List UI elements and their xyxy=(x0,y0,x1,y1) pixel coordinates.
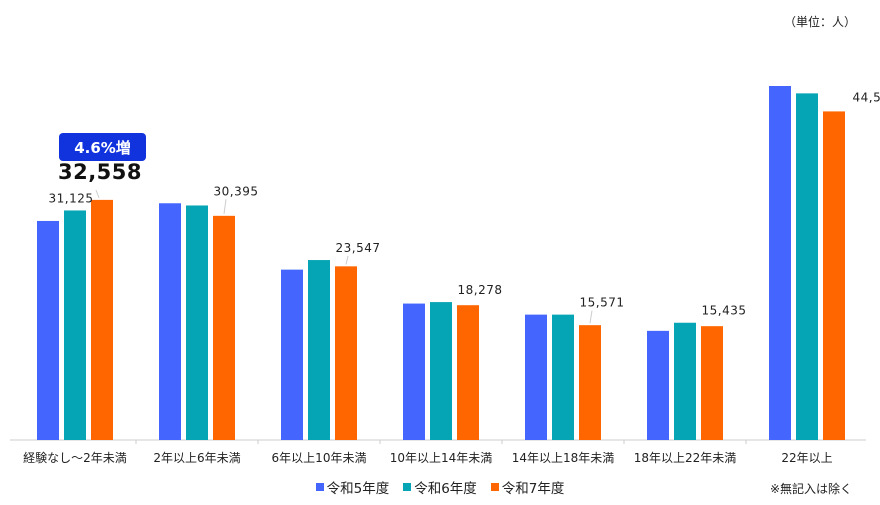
unit-label: （単位：人） xyxy=(783,15,856,29)
bar-2-5 xyxy=(552,314,574,440)
category-label: 6年以上10年未満 xyxy=(272,451,367,465)
bar-3-1 xyxy=(91,199,113,440)
footnote: ※無記入は除く xyxy=(769,482,852,496)
increase-badge: 4.6%増 xyxy=(59,133,146,161)
category-label: 2年以上6年未満 xyxy=(153,451,240,465)
data-label: 15,571 xyxy=(580,296,625,310)
legend-label-series3: 令和7年度 xyxy=(501,481,565,497)
bar-3-3 xyxy=(335,266,357,440)
data-label: 31,125 xyxy=(49,191,94,205)
bar-1-4 xyxy=(403,303,425,440)
leader-line xyxy=(589,310,593,324)
bar-1-2 xyxy=(159,203,181,440)
bar-3-2 xyxy=(213,215,235,440)
bar-1-6 xyxy=(647,330,669,440)
data-label: 15,435 xyxy=(702,304,747,318)
legend-item-series3: 令和7年度 xyxy=(490,477,565,497)
bar-1-5 xyxy=(525,314,547,440)
category-label: 22年以上 xyxy=(781,451,832,465)
data-label: 44,554 xyxy=(853,90,880,104)
bar-1-7 xyxy=(769,86,791,440)
category-label: 14年以上18年未満 xyxy=(512,451,615,465)
bar-2-6 xyxy=(674,322,696,440)
bar-1-1 xyxy=(37,220,59,440)
category-label: 10年以上14年未満 xyxy=(390,451,493,465)
data-label: 30,395 xyxy=(214,184,259,198)
legend-item-series1: 令和5年度 xyxy=(315,477,390,497)
bar-2-2 xyxy=(186,205,208,440)
category-label: 18年以上22年未満 xyxy=(634,451,737,465)
bar-2-7 xyxy=(796,93,818,440)
legend: 令和5年度 令和6年度 令和7年度 xyxy=(0,477,880,497)
legend-item-series2: 令和6年度 xyxy=(403,477,477,497)
legend-swatch-series1 xyxy=(315,483,324,491)
bar-3-7 xyxy=(823,111,845,441)
legend-label-series1: 令和5年度 xyxy=(326,481,390,497)
bar-3-4 xyxy=(457,305,479,440)
bar-3-6 xyxy=(701,326,723,440)
category-label: 経験なし～2年未満 xyxy=(23,450,127,465)
leader-line xyxy=(95,189,100,199)
legend-label-series2: 令和6年度 xyxy=(414,481,477,497)
bar-3-5 xyxy=(579,325,601,440)
bar-chart: 経験なし～2年未満 31,125 2年以上6年未満 30,395 6年以上10年未満 23… xyxy=(10,86,880,465)
data-label: 18,278 xyxy=(458,283,503,297)
legend-swatch-series2 xyxy=(403,483,412,491)
bar-2-3 xyxy=(308,260,330,440)
leader-line xyxy=(345,255,349,265)
highlight-value: 32,558 xyxy=(57,160,143,184)
leader-line xyxy=(223,199,227,214)
legend-swatch-series3 xyxy=(490,483,499,491)
bar-1-3 xyxy=(281,269,303,440)
bar-2-1 xyxy=(64,210,86,440)
data-label: 23,547 xyxy=(336,241,381,255)
bar-2-4 xyxy=(430,302,452,440)
